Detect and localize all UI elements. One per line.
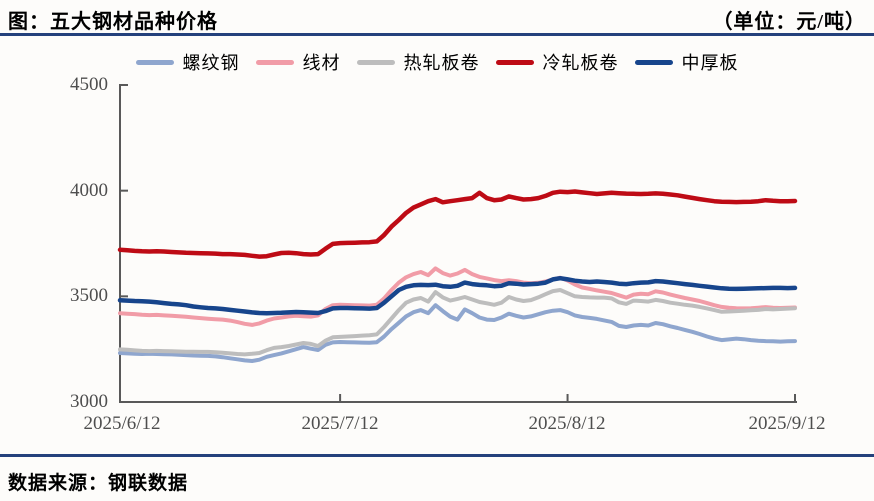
x-axis-tick-label: 2025/9/12 xyxy=(748,413,826,434)
series-line-螺纹钢 xyxy=(118,303,797,363)
series-line-线材 xyxy=(118,266,797,327)
y-axis-tick-label: 3500 xyxy=(70,285,108,306)
chart-header: 图：五大钢材品种价格 （单位：元/吨） xyxy=(0,5,874,34)
legend-label: 热轧板卷 xyxy=(403,53,480,73)
medium-plate-line-swatch xyxy=(634,59,673,65)
cold-rolled-coil-line-swatch xyxy=(495,59,534,65)
y-axis-tick-label: 4500 xyxy=(70,74,108,95)
legend-label: 线材 xyxy=(302,53,341,73)
legend-item-cold-rolled-coil: 冷轧板卷 xyxy=(495,49,619,75)
series-line-冷轧板卷 xyxy=(117,189,798,259)
rebar-line-swatch xyxy=(135,59,174,65)
legend-label: 冷轧板卷 xyxy=(542,53,619,73)
chart-legend: 螺纹钢 线材 热轧板卷 冷轧板卷 中厚板 xyxy=(0,49,874,75)
data-source-label: 数据来源：钢联数据 xyxy=(8,473,189,494)
title-underline xyxy=(0,33,874,36)
y-axis-tick-label: 4000 xyxy=(70,180,108,201)
unit-label: （单位：元/吨） xyxy=(712,11,866,33)
legend-item-medium-plate: 中厚板 xyxy=(634,49,739,75)
x-axis-tick-label: 2025/8/12 xyxy=(528,413,606,434)
legend-label: 螺纹钢 xyxy=(182,53,240,73)
legend-item-rebar: 螺纹钢 xyxy=(135,49,240,75)
series-line-中厚板 xyxy=(117,275,798,316)
wire-rod-line-swatch xyxy=(255,59,294,65)
hot-rolled-coil-line-swatch xyxy=(356,59,395,65)
series-line-热轧板卷 xyxy=(118,288,797,357)
page-title: 图：五大钢材品种价格 xyxy=(8,11,218,33)
legend-item-hot-rolled-coil: 热轧板卷 xyxy=(356,49,480,75)
footer-separator xyxy=(0,454,874,457)
x-axis-tick-label: 2025/7/12 xyxy=(301,413,379,434)
legend-item-wire-rod: 线材 xyxy=(255,49,341,75)
x-axis-tick-label: 2025/6/12 xyxy=(83,413,161,434)
legend-label: 中厚板 xyxy=(681,53,739,73)
y-axis-tick-label: 3000 xyxy=(70,391,108,412)
